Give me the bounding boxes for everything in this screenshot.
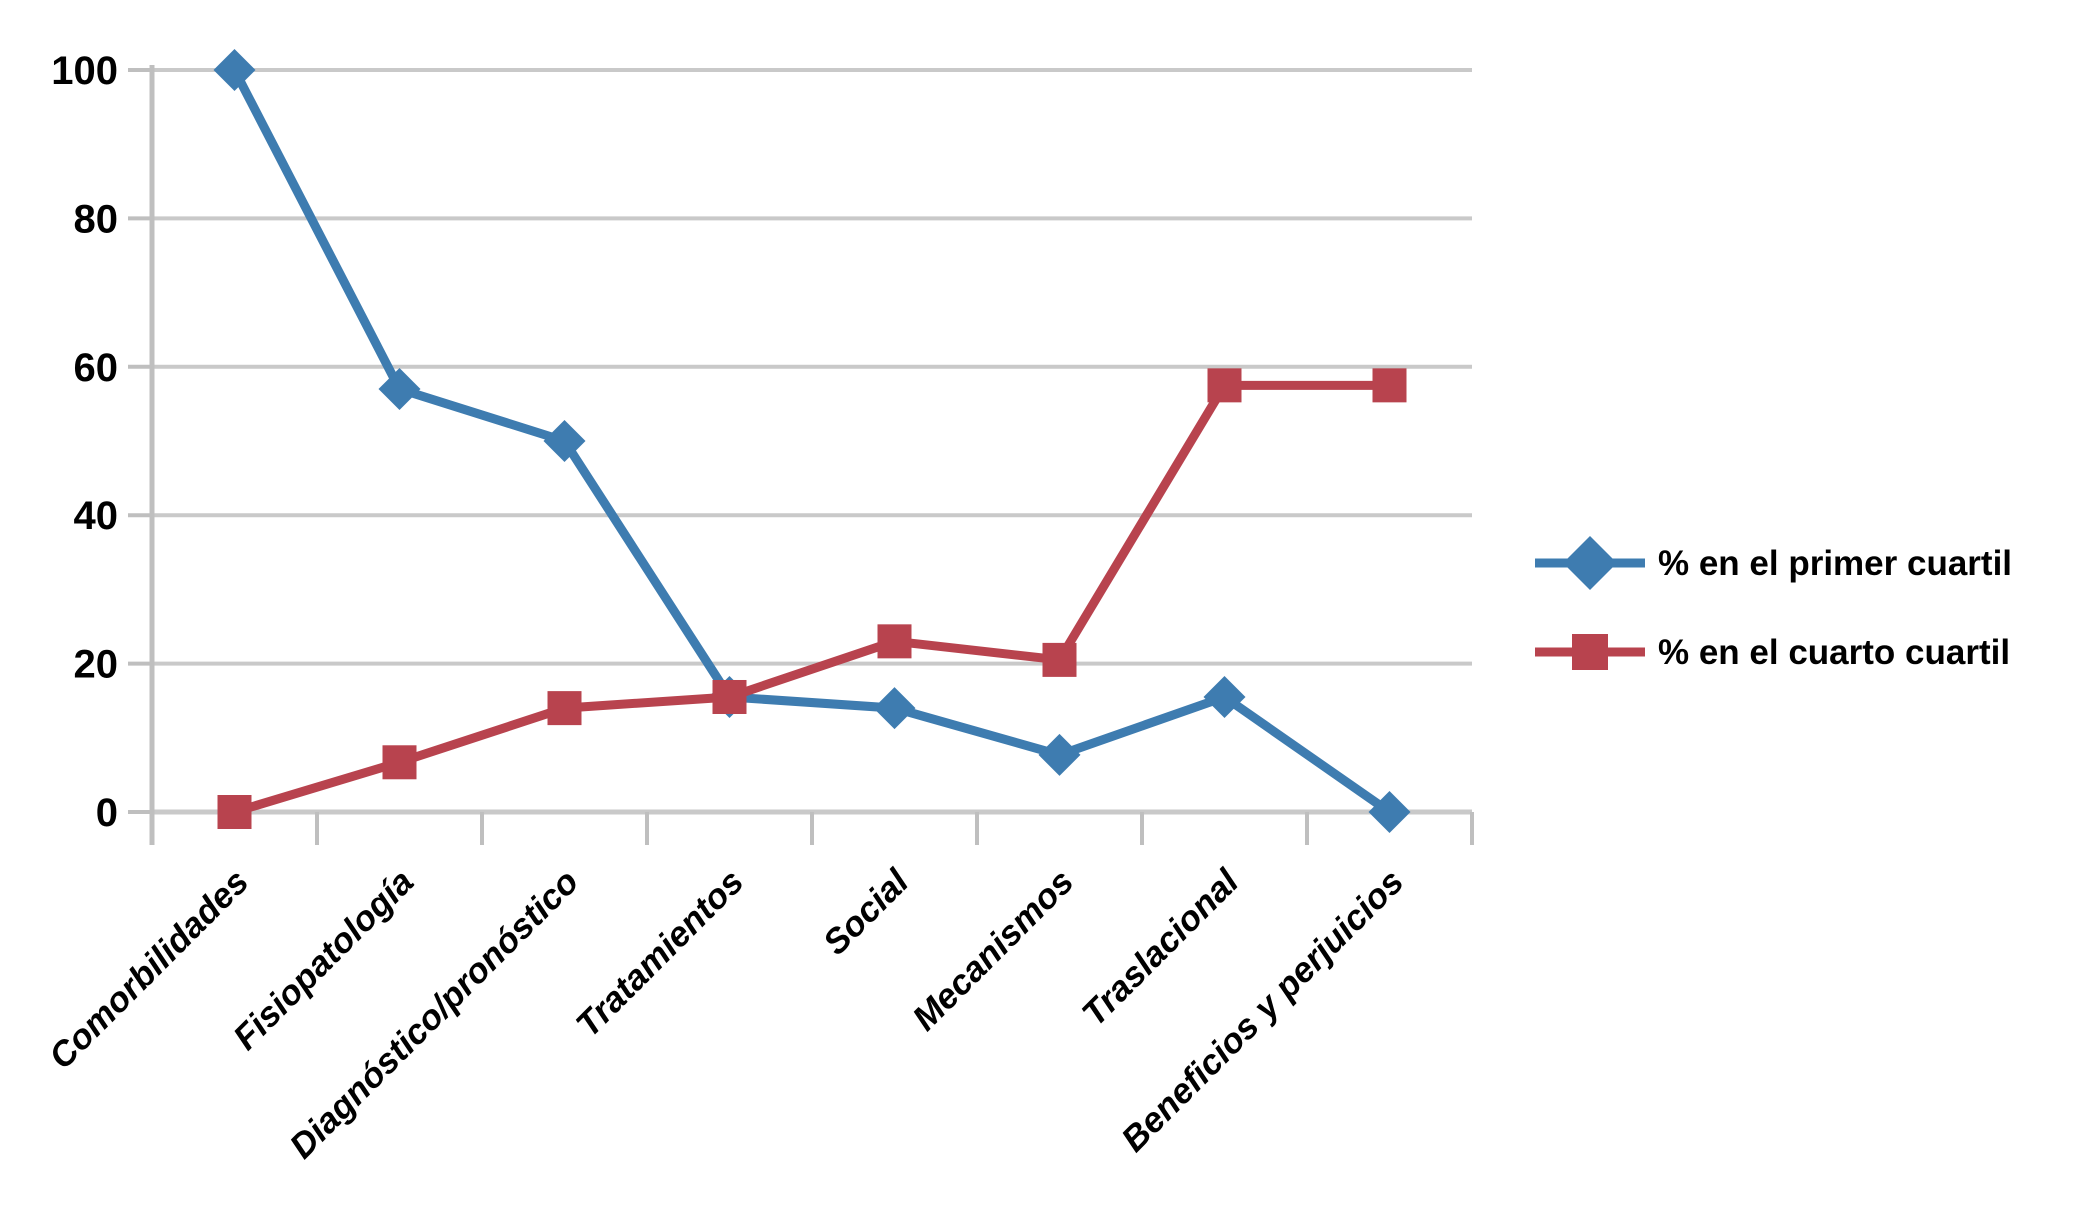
data-point-square — [547, 691, 582, 726]
legend-label: % en el primer cuartil — [1658, 544, 2012, 583]
x-axis-label-0: Comorbilidades — [42, 862, 257, 1077]
data-point-square — [1042, 642, 1077, 677]
legend-item-cuarto-cuartil: % en el cuarto cuartil — [1535, 633, 2010, 672]
x-axis-label-5: Mecanismos — [905, 862, 1081, 1038]
legend-item-primer-cuartil: % en el primer cuartil — [1535, 536, 2012, 590]
data-point-diamond — [1203, 675, 1246, 718]
series-line-cuarto-cuartil — [233, 380, 1390, 817]
y-tick-label-100: 100 — [51, 49, 118, 93]
data-point-diamond — [873, 687, 916, 730]
x-axis-label-7: Beneficios y perjuicios — [1114, 862, 1411, 1159]
data-point-square — [217, 795, 252, 829]
data-point-diamond — [1368, 791, 1411, 833]
y-tick-label-60: 60 — [74, 346, 119, 390]
data-point-diamond — [213, 49, 256, 91]
data-point-square — [712, 679, 747, 714]
data-point-diamond — [1038, 733, 1081, 776]
data-point-square — [877, 624, 912, 659]
y-tick-label-80: 80 — [74, 197, 119, 241]
data-point-diamond — [543, 420, 586, 462]
data-point-square — [382, 745, 417, 780]
x-axis-label-2: Diagnóstico/pronóstico — [282, 862, 586, 1166]
y-tick-label-20: 20 — [74, 643, 119, 687]
legend-square-icon — [1572, 634, 1608, 670]
legend-diamond-icon — [1563, 536, 1617, 590]
y-tick-label-40: 40 — [74, 494, 119, 538]
y-tick-label-0: 0 — [96, 791, 118, 835]
x-axis-label-4: Social — [816, 861, 917, 962]
x-axis-label-6: Traslacional — [1075, 861, 1247, 1033]
series-line-primer-cuartil — [230, 67, 1393, 816]
data-point-diamond — [378, 368, 421, 411]
data-point-square — [1207, 368, 1242, 403]
legend-label: % en el cuarto cuartil — [1658, 633, 2010, 672]
data-point-square — [1372, 368, 1407, 403]
x-axis-label-3: Tratamientos — [569, 862, 752, 1045]
